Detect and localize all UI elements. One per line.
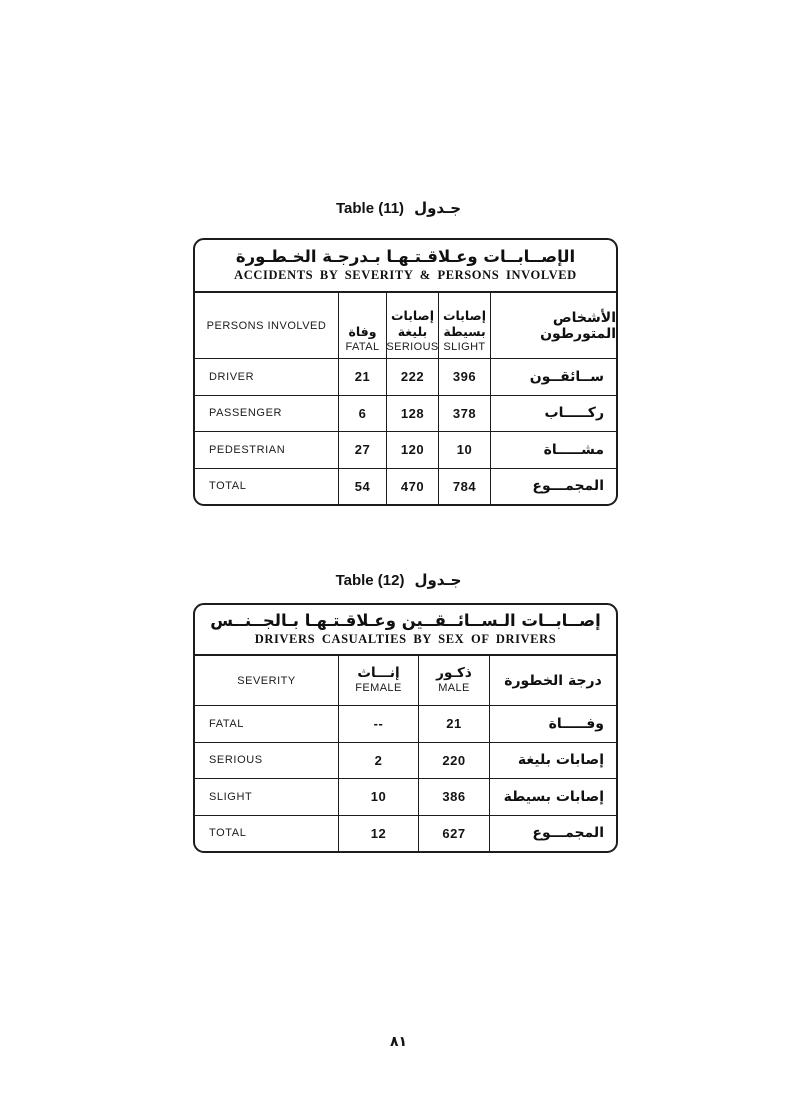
table11-row-pedestrian-slight: 10 [438,431,490,468]
table11-header-persons-arabic: الأشخاص المتورطون [490,293,616,358]
table12-row-serious-label: SERIOUS [195,741,338,779]
table11-header-fatal-ar: وفاة [348,324,377,340]
table12-row-fatal-male: 21 [418,705,489,742]
table11-row-total-label-arabic: المجمـــوع [490,467,616,504]
table11-row-pedestrian-serious: 120 [386,431,438,468]
table12: إصــابــات الـســائــقــين وعـلاقـتـهـا … [193,603,618,853]
table11-row-pedestrian-label: PEDESTRIAN [195,431,338,468]
table11-row-total-serious: 470 [386,467,438,504]
table11-header-slight: إصابات بسيطة SLIGHT [438,293,490,358]
table11-title-arabic: الإصــابــات وعـلاقـتـهـا بـدرجـة الخـطـ… [235,247,576,267]
table12-row-fatal-female: -- [338,705,418,742]
table11-row-passenger-slight: 378 [438,394,490,431]
table12-grid: SEVERITY إنـــاث FEMALE ذكـور MALE درجة … [195,656,616,851]
table11: الإصــابــات وعـلاقـتـهـا بـدرجـة الخـطـ… [193,238,618,506]
table11-row-driver-fatal: 21 [338,358,386,395]
table11-header-slight-en: SLIGHT [443,341,486,353]
table11-row-driver-serious: 222 [386,358,438,395]
table11-row-driver-label: DRIVER [195,358,338,395]
table12-row-fatal-label: FATAL [195,705,338,742]
table12-title-english: DRIVERS CASUALTIES BY SEX OF DRIVERS [254,631,557,646]
table11-row-total-label: TOTAL [195,467,338,505]
table11-header-serious-ar2: بليغة [397,324,428,340]
table12-header-female-en: FEMALE [355,682,402,695]
table11-header-slight-ar1: إصابات [442,307,486,323]
table11-header-slight-ar2: بسيطة [443,324,486,340]
table11-header-serious-en: SERIOUS [386,341,439,353]
table12-header-severity: SEVERITY [237,674,296,687]
table11-header-persons: PERSONS INVOLVED [206,319,327,332]
table11-header-fatal: وفاة FATAL [338,293,386,358]
table11-header-serious: إصابات بليغة SERIOUS [386,293,438,358]
table12-row-serious-label-arabic: إصابات بليغة [489,741,616,778]
table11-row-pedestrian-label-arabic: مشـــــاة [490,431,616,468]
table12-row-total-label: TOTAL [195,814,338,852]
table12-row-slight-label-arabic: إصابات بسيطة [489,778,616,815]
table12-row-total-female: 12 [338,814,418,851]
page-number: ٨١ [389,1034,408,1050]
table12-title-arabic: إصــابــات الـســائــقــين وعـلاقـتـهـا … [210,611,601,631]
table12-row-total-male: 627 [418,814,489,851]
table11-row-passenger-label-arabic: ركـــــاب [490,394,616,431]
table12-caption: Table (12) جـدول [0,571,797,589]
table11-row-driver-label-arabic: ســائقــون [490,358,616,395]
table12-caption-en: Table (12) [335,572,405,589]
table12-header-male: ذكـور MALE [418,656,489,705]
table11-header-fatal-en: FATAL [345,341,380,353]
table12-row-serious-male: 220 [418,741,489,778]
table12-caption-ar: جـدول [414,571,462,589]
table11-header-serious-ar1: إصابات [390,307,434,323]
table12-header-male-en: MALE [438,682,470,695]
table12-header-female: إنـــاث FEMALE [338,656,418,705]
table11-title-band: الإصــابــات وعـلاقـتـهـا بـدرجـة الخـطـ… [195,240,616,293]
table12-header-severity-arabic: درجة الخطورة [489,656,616,705]
table11-caption-en: Table (11) [335,200,405,217]
table11-row-passenger-label: PASSENGER [195,394,338,432]
table12-row-slight-female: 10 [338,778,418,815]
table12-row-serious-female: 2 [338,741,418,778]
table11-caption-ar: جـدول [414,199,462,217]
table12-row-slight-male: 386 [418,778,489,815]
table12-row-slight-label: SLIGHT [195,778,338,815]
table12-row-total-label-arabic: المجمـــوع [489,814,616,851]
table11-row-pedestrian-fatal: 27 [338,431,386,468]
table11-row-total-fatal: 54 [338,467,386,504]
table11-grid: PERSONS INVOLVED وفاة FATAL إصابات بليغة… [195,293,616,504]
table12-header-female-ar: إنـــاث [357,664,400,681]
table12-header-male-ar: ذكـور [436,664,472,681]
table11-title-english: ACCIDENTS BY SEVERITY & PERSONS INVOLVED [234,267,577,282]
table12-row-fatal-label-arabic: وفـــــاة [489,705,616,742]
table11-row-total-slight: 784 [438,467,490,504]
table11-row-passenger-serious: 128 [386,394,438,431]
table12-title-band: إصــابــات الـســائــقــين وعـلاقـتـهـا … [195,605,616,656]
table11-row-driver-slight: 396 [438,358,490,395]
table11-row-passenger-fatal: 6 [338,394,386,431]
table11-caption: Table (11) جـدول [0,199,797,217]
